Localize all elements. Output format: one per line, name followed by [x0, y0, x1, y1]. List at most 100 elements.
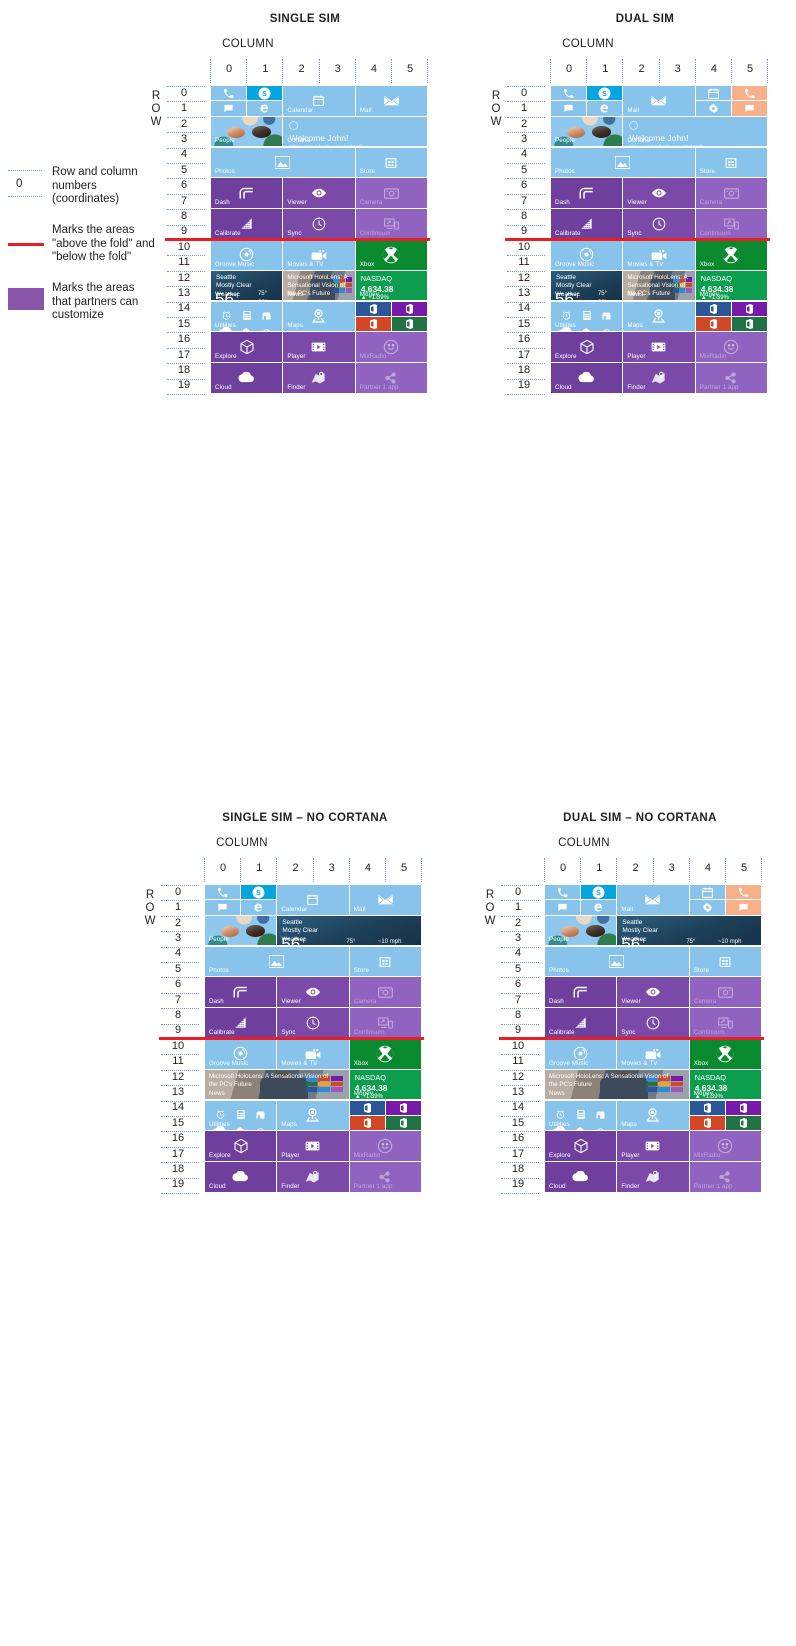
tile-phone-sim2[interactable]	[732, 86, 767, 101]
tile-xbox[interactable]: Xbox	[689, 1039, 761, 1069]
tile-sync[interactable]: Sync	[283, 209, 355, 239]
tile-mail[interactable]: Mail	[623, 86, 695, 116]
tile-movies-tv[interactable]: Movies & TV	[617, 1039, 689, 1069]
tile-viewer[interactable]: Viewer	[283, 178, 355, 208]
tile-store[interactable]: Store	[689, 946, 761, 977]
tile-camera[interactable]: Camera	[695, 178, 767, 208]
tile-mail[interactable]: Mail	[617, 885, 689, 915]
tile-news[interactable]: Microsoft HoloLens: A Sensational Vision…	[623, 270, 695, 301]
tile-people[interactable]: People	[205, 915, 277, 946]
tile-movies-tv[interactable]: Movies & TV	[283, 240, 355, 270]
tile-skype[interactable]: S	[247, 86, 283, 101]
tile-messaging[interactable]	[211, 101, 246, 116]
tile-mixradio[interactable]: MixRadio	[695, 332, 767, 362]
tile-photos[interactable]: Photos	[205, 946, 349, 977]
tile-onenote[interactable]	[726, 1100, 761, 1115]
tile-settings[interactable]	[695, 101, 731, 116]
tile-excel[interactable]	[386, 1116, 421, 1131]
tile-viewer[interactable]: Viewer	[617, 977, 689, 1007]
tile-powerpoint[interactable]	[355, 317, 391, 332]
tile-camera[interactable]: Camera	[355, 178, 427, 208]
tile-cloud[interactable]: Cloud	[545, 1162, 617, 1192]
tile-player[interactable]: Player	[623, 332, 695, 362]
tile-groove-music[interactable]: Groove Music	[545, 1039, 617, 1069]
tile-continuum[interactable]: Continuum	[349, 1008, 421, 1038]
tile-movies-tv[interactable]: Movies & TV	[277, 1039, 349, 1069]
tile-skype[interactable]: S	[587, 86, 623, 101]
tile-calibrate[interactable]: Calibrate	[211, 209, 283, 239]
tile-camera[interactable]: Camera	[349, 977, 421, 1007]
tile-player[interactable]: Player	[277, 1131, 349, 1161]
tile-explore[interactable]: Explore	[211, 332, 283, 362]
tile-word[interactable]	[689, 1100, 725, 1115]
tile-groove-music[interactable]: Groove Music	[205, 1039, 277, 1069]
tile-photos[interactable]: Photos	[211, 147, 355, 178]
tile-messaging[interactable]	[551, 101, 586, 116]
tile-groove-music[interactable]: Groove Music	[551, 240, 623, 270]
tile-dash[interactable]: Dash	[205, 977, 277, 1007]
tile-mail[interactable]: Mail	[349, 885, 421, 915]
tile-calendar[interactable]: Calendar	[283, 86, 355, 116]
tile-cloud[interactable]: Cloud	[551, 363, 623, 393]
tile-partner-app[interactable]: Partner 1 app	[689, 1162, 761, 1192]
tile-calibrate[interactable]: Calibrate	[205, 1008, 277, 1038]
tile-messaging[interactable]	[205, 900, 240, 915]
tile-store[interactable]: Store	[355, 147, 427, 178]
tile-word[interactable]	[695, 301, 731, 316]
tile-sync[interactable]: Sync	[617, 1008, 689, 1038]
tile-phone-sim2[interactable]	[726, 885, 761, 900]
tile-skype[interactable]: S	[581, 885, 617, 900]
tile-powerpoint[interactable]	[695, 317, 731, 332]
tile-continuum[interactable]: Continuum	[695, 209, 767, 239]
tile-partner-app[interactable]: Partner 1 app	[695, 363, 767, 393]
tile-player[interactable]: Player	[283, 332, 355, 362]
tile-camera[interactable]: Camera	[689, 977, 761, 1007]
tile-skype[interactable]: S	[241, 885, 277, 900]
tile-phone[interactable]	[551, 86, 586, 101]
tile-messaging[interactable]	[545, 900, 580, 915]
tile-explore[interactable]: Explore	[545, 1131, 617, 1161]
tile-phone[interactable]	[545, 885, 580, 900]
tile-mixradio[interactable]: MixRadio	[349, 1131, 421, 1161]
tile-finder[interactable]: Finder	[283, 363, 355, 393]
tile-groove-music[interactable]: Groove Music	[211, 240, 283, 270]
tile-excel[interactable]	[732, 317, 767, 332]
tile-xbox[interactable]: Xbox	[349, 1039, 421, 1069]
tile-news[interactable]: Microsoft HoloLens: A Sensational Vision…	[205, 1069, 349, 1100]
tile-xbox[interactable]: Xbox	[355, 240, 427, 270]
tile-edge[interactable]	[241, 900, 277, 915]
tile-photos[interactable]: Photos	[551, 147, 695, 178]
tile-news[interactable]: Microsoft HoloLens: A Sensational Vision…	[283, 270, 355, 301]
tile-word[interactable]	[349, 1100, 385, 1115]
tile-cloud[interactable]: Cloud	[211, 363, 283, 393]
tile-mail[interactable]: Mail	[355, 86, 427, 116]
tile-store[interactable]: Store	[695, 147, 767, 178]
tile-maps[interactable]: Maps	[283, 301, 355, 332]
tile-calendar[interactable]: Calendar	[277, 885, 349, 915]
tile-edge[interactable]	[247, 101, 283, 116]
tile-continuum[interactable]: Continuum	[689, 1008, 761, 1038]
tile-maps[interactable]: Maps	[623, 301, 695, 332]
tile-word[interactable]	[355, 301, 391, 316]
tile-dash[interactable]: Dash	[551, 178, 623, 208]
tile-partner-app[interactable]: Partner 1 app	[349, 1162, 421, 1192]
tile-utilities[interactable]: Utilities	[205, 1100, 277, 1131]
tile-sync[interactable]: Sync	[623, 209, 695, 239]
tile-mixradio[interactable]: MixRadio	[689, 1131, 761, 1161]
tile-viewer[interactable]: Viewer	[623, 178, 695, 208]
tile-phone[interactable]	[205, 885, 240, 900]
tile-onenote[interactable]	[392, 301, 427, 316]
tile-finder[interactable]: Finder	[623, 363, 695, 393]
tile-calendar[interactable]	[695, 86, 731, 101]
tile-cortana[interactable]: Welcome John!How can I help you today?Co…	[623, 116, 767, 147]
tile-xbox[interactable]: Xbox	[695, 240, 767, 270]
tile-finder[interactable]: Finder	[277, 1162, 349, 1192]
tile-mixradio[interactable]: MixRadio	[355, 332, 427, 362]
tile-continuum[interactable]: Continuum	[355, 209, 427, 239]
tile-viewer[interactable]: Viewer	[277, 977, 349, 1007]
